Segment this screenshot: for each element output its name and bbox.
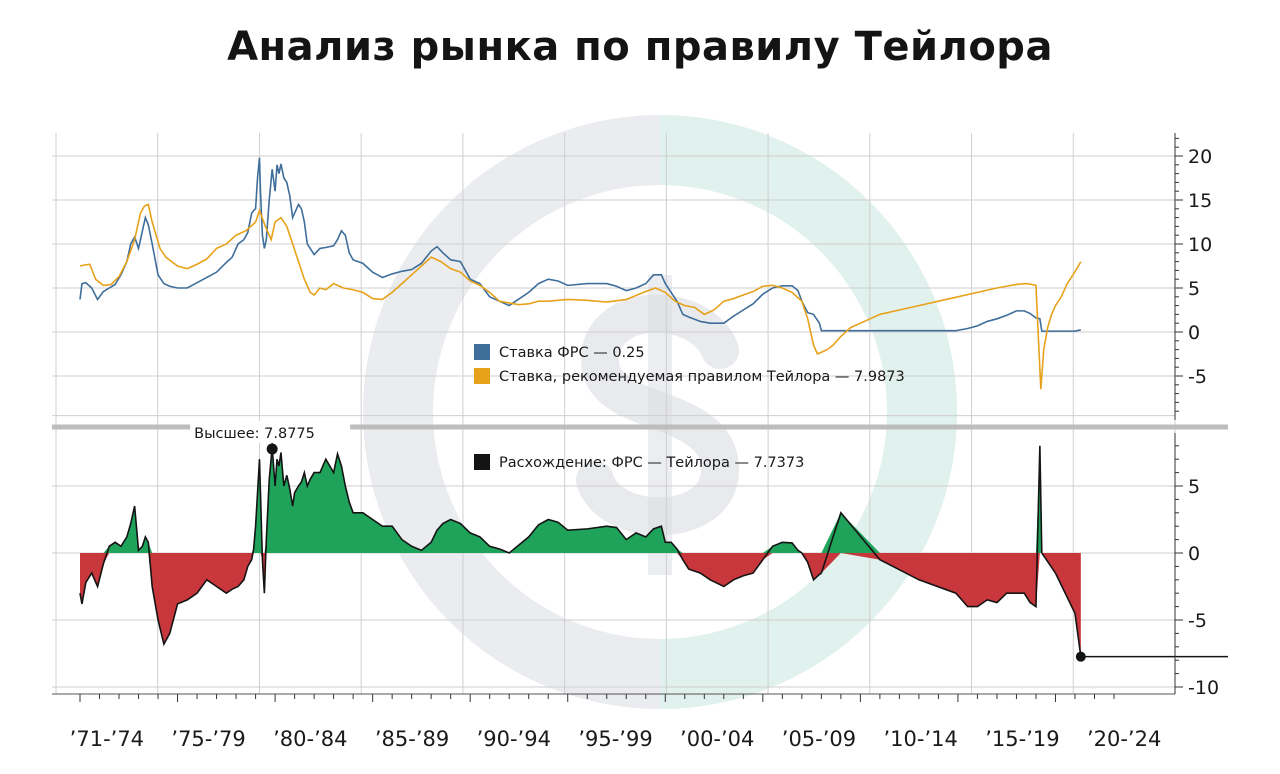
- watermark-ring-accent: [659, 115, 957, 709]
- legend-taylor-swatch: [474, 368, 490, 384]
- y-tick-label-bottom: -5: [1188, 610, 1207, 632]
- y-tick-label-bottom: -10: [1188, 677, 1219, 699]
- y-tick-label-top: -5: [1188, 366, 1207, 388]
- x-tick-label: ’05-’09: [782, 727, 856, 751]
- legend-fed-label: Ставка ФРС — 0.25: [499, 345, 645, 361]
- x-tick-label: ’00-’04: [680, 727, 754, 751]
- y-tick-label-top: 20: [1188, 146, 1212, 168]
- y-tick-label-bottom: 0: [1188, 543, 1200, 565]
- series-lines: [79, 157, 1228, 662]
- x-tick-label: ’15-’19: [985, 727, 1059, 751]
- legend-taylor-label: Ставка, рекомендуемая правилом Тейлора —…: [499, 369, 905, 385]
- legend-divergence-label: Расхождение: ФРС — Тейлора — 7.7373: [499, 455, 804, 471]
- chart-labels: 20 15 10 5 0 -5 5 0 -5 -10 ’71-’74 ’75-’79 ’80-’84 ’8…: [70, 146, 1219, 751]
- x-tick-label: ’80-’84: [273, 727, 347, 751]
- peak-annotation-bg: [190, 421, 351, 443]
- legend-divergence-swatch: [474, 454, 490, 470]
- peak-annotation-label: Высшее: 7.8775: [194, 426, 315, 442]
- x-tick-label: ’71-’74: [70, 727, 144, 751]
- divergence-fill: [80, 445, 1081, 657]
- x-tick-label: ’95-’99: [578, 727, 652, 751]
- x-tick-label: ’75-’79: [171, 727, 245, 751]
- y-tick-label-top: 15: [1188, 190, 1212, 212]
- peak-annotation-marker: [266, 443, 278, 455]
- x-tick-label: ’10-’14: [883, 727, 957, 751]
- legend-fed-swatch: [474, 344, 490, 360]
- negative-divergence-area: [80, 553, 1081, 657]
- y-tick-label-top: 5: [1188, 278, 1200, 300]
- divergence-line: [79, 445, 1082, 657]
- x-tick-label: ’90-’94: [477, 727, 551, 751]
- positive-divergence-area: [80, 445, 1081, 553]
- y-tick-label-bottom: 5: [1188, 476, 1200, 498]
- dollar-watermark-icon: [363, 115, 957, 709]
- y-tick-label-top: 10: [1188, 234, 1212, 256]
- chart-axes: [79, 133, 1183, 702]
- taylor-rate-line: [79, 203, 1082, 390]
- y-tick-label-top: 0: [1188, 322, 1200, 344]
- page-title: Анализ рынка по правилу Тейлора: [227, 24, 1053, 70]
- x-tick-label: ’85-’89: [375, 727, 449, 751]
- x-tick-label: ’20-’24: [1087, 727, 1161, 751]
